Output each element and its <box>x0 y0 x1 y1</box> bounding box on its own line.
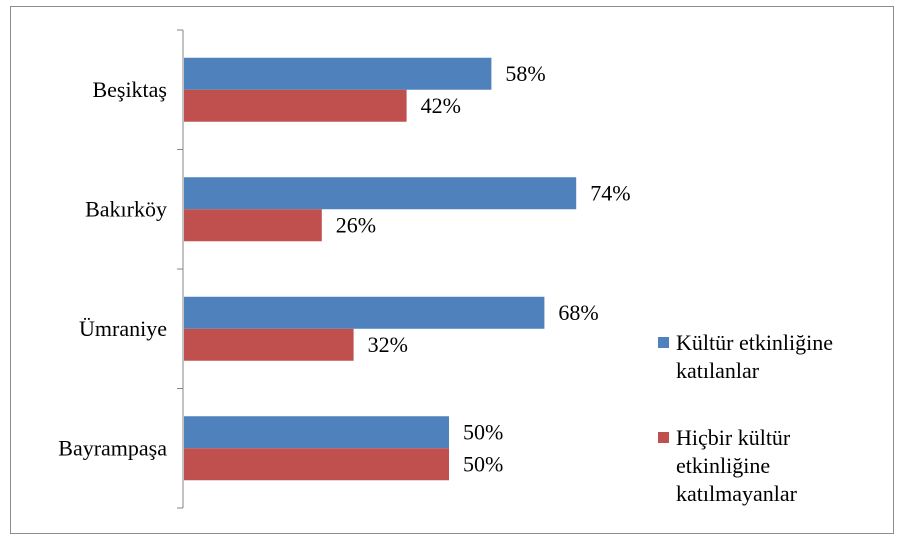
data-label-bakirkoy-series-1: 74% <box>590 180 630 205</box>
legend-label-series-1-line-2: katılanlar <box>676 358 760 383</box>
bar-chart: 58% 42% 74% 26% 68% 32% 50% 50% Beşiktaş Bakırkö… <box>58 29 833 509</box>
category-labels: Beşiktaş Bakırköy Ümraniye Bayrampaşa <box>58 77 167 461</box>
bar-bayrampasa-series-1 <box>184 416 449 449</box>
data-label-bakirkoy-series-2: 26% <box>336 212 376 237</box>
bar-besiktas-series-1 <box>184 57 492 90</box>
category-label-besiktas: Beşiktaş <box>92 77 167 102</box>
legend-label-series-1-line-1: Kültür etkinliğine <box>676 330 833 355</box>
data-label-umraniye-series-1: 68% <box>558 300 598 325</box>
legend-swatch-series-2 <box>658 432 669 443</box>
data-label-besiktas-series-2: 42% <box>421 93 461 118</box>
category-label-umraniye: Ümraniye <box>79 316 167 341</box>
legend-swatch-series-1 <box>658 337 669 348</box>
legend-label-series-2-line-3: katılmayanlar <box>676 481 798 506</box>
bars <box>184 57 577 481</box>
data-label-bayrampasa-series-2: 50% <box>463 451 503 476</box>
category-axis <box>177 29 184 509</box>
category-label-bayrampasa: Bayrampaşa <box>58 435 167 460</box>
bar-bakirkoy-series-1 <box>184 177 577 210</box>
bar-besiktas-series-2 <box>184 89 407 122</box>
data-label-umraniye-series-2: 32% <box>368 332 408 357</box>
bar-bayrampasa-series-2 <box>184 448 449 481</box>
bar-umraniye-series-1 <box>184 296 545 329</box>
chart-frame: 58% 42% 74% 26% 68% 32% 50% 50% Beşiktaş Bakırkö… <box>10 6 894 534</box>
data-labels: 58% 42% 74% 26% 68% 32% 50% 50% <box>336 61 631 477</box>
data-label-bayrampasa-series-1: 50% <box>463 419 503 444</box>
category-label-bakirkoy: Bakırköy <box>85 196 167 221</box>
legend-label-series-2-line-1: Hiçbir kültür <box>676 425 791 450</box>
bar-bakirkoy-series-2 <box>184 209 322 242</box>
bar-umraniye-series-2 <box>184 328 354 361</box>
legend-label-series-2-line-2: etkinliğine <box>676 453 770 478</box>
legend: Kültür etkinliğine katılanlar Hiçbir kültü… <box>658 330 833 506</box>
data-label-besiktas-series-1: 58% <box>505 61 545 86</box>
